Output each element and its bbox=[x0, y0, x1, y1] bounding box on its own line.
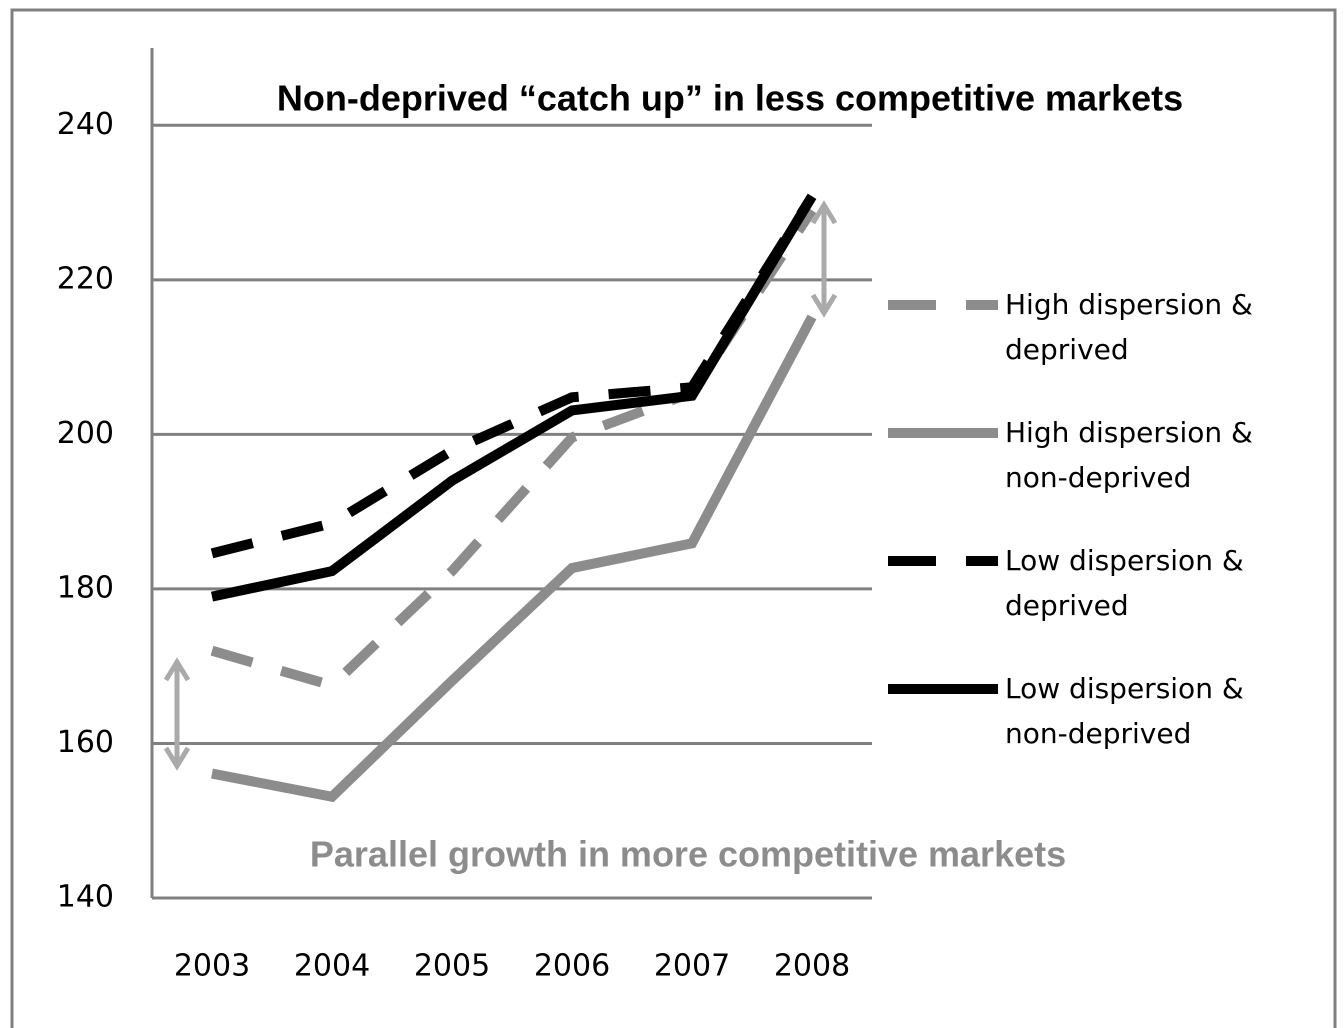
y-tick-label: 220 bbox=[57, 261, 114, 296]
series-line bbox=[210, 207, 817, 692]
y-tick-label: 140 bbox=[57, 880, 114, 915]
y-tick-label: 160 bbox=[57, 725, 114, 760]
gap-arrows bbox=[163, 200, 838, 771]
frame bbox=[10, 8, 1337, 1028]
x-tick-label: 2008 bbox=[774, 949, 850, 984]
legend-label: Low dispersion & non-deprived bbox=[1005, 672, 1244, 750]
x-tick-label: 2005 bbox=[414, 949, 490, 984]
series-line bbox=[210, 193, 817, 602]
legend-label: High dispersion & non-deprived bbox=[1005, 416, 1253, 494]
series-line bbox=[210, 193, 817, 559]
x-tick-label: 2003 bbox=[174, 949, 250, 984]
y-tick-label: 180 bbox=[57, 570, 114, 605]
y-tick-label: 200 bbox=[57, 416, 114, 451]
x-tick-label: 2006 bbox=[534, 949, 610, 984]
x-tick-label: 2007 bbox=[654, 949, 730, 984]
x-tick-label: 2004 bbox=[294, 949, 370, 984]
annotation: Non-deprived “catch up” in less competit… bbox=[277, 78, 1183, 119]
legend-label: Low dispersion & deprived bbox=[1005, 544, 1244, 622]
series-line bbox=[211, 314, 817, 803]
y-tick-label: 240 bbox=[57, 107, 114, 142]
legend-label: High dispersion & deprived bbox=[1005, 288, 1253, 366]
annotation: Parallel growth in more competitive mark… bbox=[310, 834, 1066, 875]
